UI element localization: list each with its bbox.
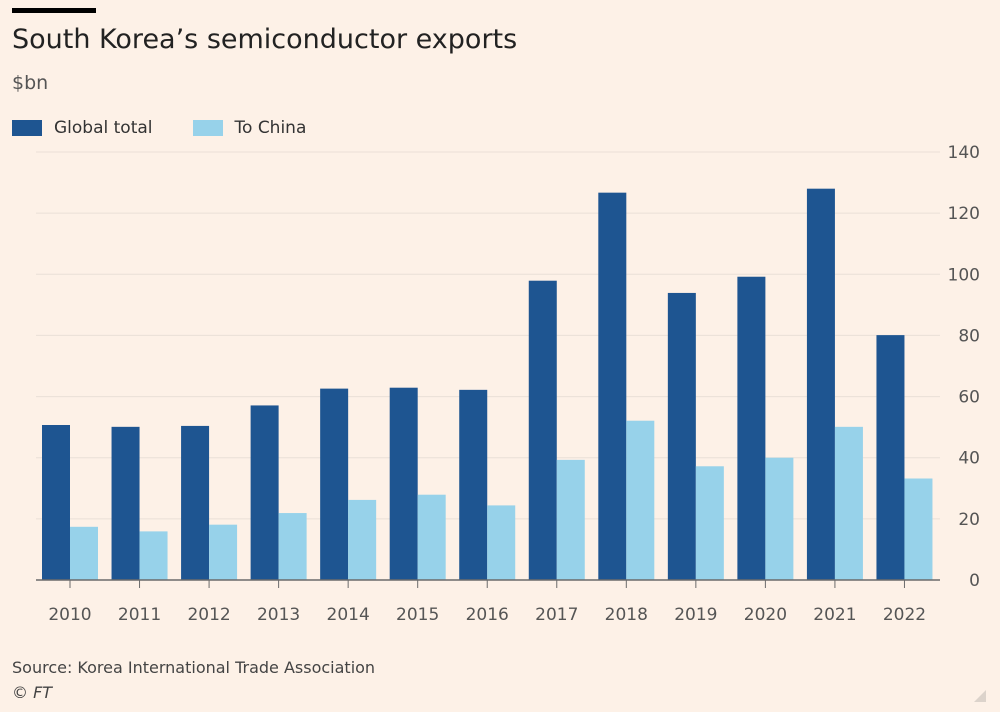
bar-global-total	[806, 188, 835, 580]
bar-to-china	[487, 505, 516, 580]
x-tick-label: 2013	[257, 605, 300, 625]
y-tick-label: 40	[958, 449, 980, 469]
bar-global-total	[181, 425, 210, 580]
bar-global-total	[111, 426, 140, 580]
bar-to-china	[556, 459, 585, 580]
bar-to-china	[834, 426, 863, 580]
y-tick-label: 120	[948, 204, 980, 224]
bar-to-china	[348, 499, 377, 580]
bar-global-total	[459, 389, 488, 580]
x-tick-label: 2010	[48, 605, 91, 625]
bar-to-china	[695, 466, 724, 580]
x-tick-label: 2011	[118, 605, 161, 625]
y-tick-label: 100	[948, 265, 980, 285]
bar-global-total	[528, 280, 557, 580]
bar-to-china	[765, 457, 794, 580]
ft-top-bar	[12, 8, 96, 13]
x-tick-label: 2022	[883, 605, 926, 625]
resize-corner-icon	[974, 690, 986, 702]
y-tick-label: 80	[958, 326, 980, 346]
bar-global-total	[667, 292, 696, 580]
legend-label-china: To China	[234, 118, 307, 138]
x-tick-label: 2020	[744, 605, 787, 625]
legend-item-global: Global total	[12, 118, 153, 138]
copyright-note: © FT	[12, 683, 53, 702]
x-tick-label: 2016	[466, 605, 509, 625]
bar-global-total	[250, 405, 279, 580]
unit-label: $bn	[12, 72, 49, 94]
legend-swatch-global	[12, 120, 42, 136]
bar-global-total	[42, 425, 70, 580]
x-tick-label: 2021	[813, 605, 856, 625]
chart-legend: Global total To China	[12, 118, 346, 138]
x-tick-label: 2014	[327, 605, 370, 625]
bar-chart: 0 20 40 60 80 100 120 140 2010 2011 2012 2013 2014 20…	[36, 143, 980, 625]
bar-to-china	[278, 513, 307, 580]
x-tick-label: 2012	[187, 605, 230, 625]
x-tick-label: 2015	[396, 605, 439, 625]
bar-global-total	[320, 388, 349, 580]
bar-to-china	[904, 478, 933, 580]
y-tick-label: 60	[958, 388, 980, 408]
bar-global-total	[737, 276, 766, 580]
legend-label-global: Global total	[54, 118, 153, 138]
bar-global-total	[598, 192, 627, 580]
y-tick-label: 20	[958, 510, 980, 530]
x-tick-label: 2017	[535, 605, 578, 625]
bar-to-china	[417, 494, 446, 580]
x-tick-label: 2018	[605, 605, 648, 625]
legend-item-china: To China	[192, 118, 307, 138]
source-note: Source: Korea International Trade Associ…	[12, 658, 376, 677]
bar-global-total	[876, 335, 905, 580]
legend-swatch-china	[192, 120, 223, 136]
x-tick-label: 2019	[674, 605, 717, 625]
bar-to-china	[626, 420, 655, 580]
y-tick-label: 0	[969, 571, 980, 591]
bar-to-china	[139, 531, 168, 580]
bar-to-china	[209, 524, 238, 580]
y-tick-label: 140	[948, 143, 980, 163]
bar-global-total	[389, 387, 418, 580]
bar-to-china	[70, 526, 98, 580]
chart-title: South Korea’s semiconductor exports	[12, 24, 518, 55]
